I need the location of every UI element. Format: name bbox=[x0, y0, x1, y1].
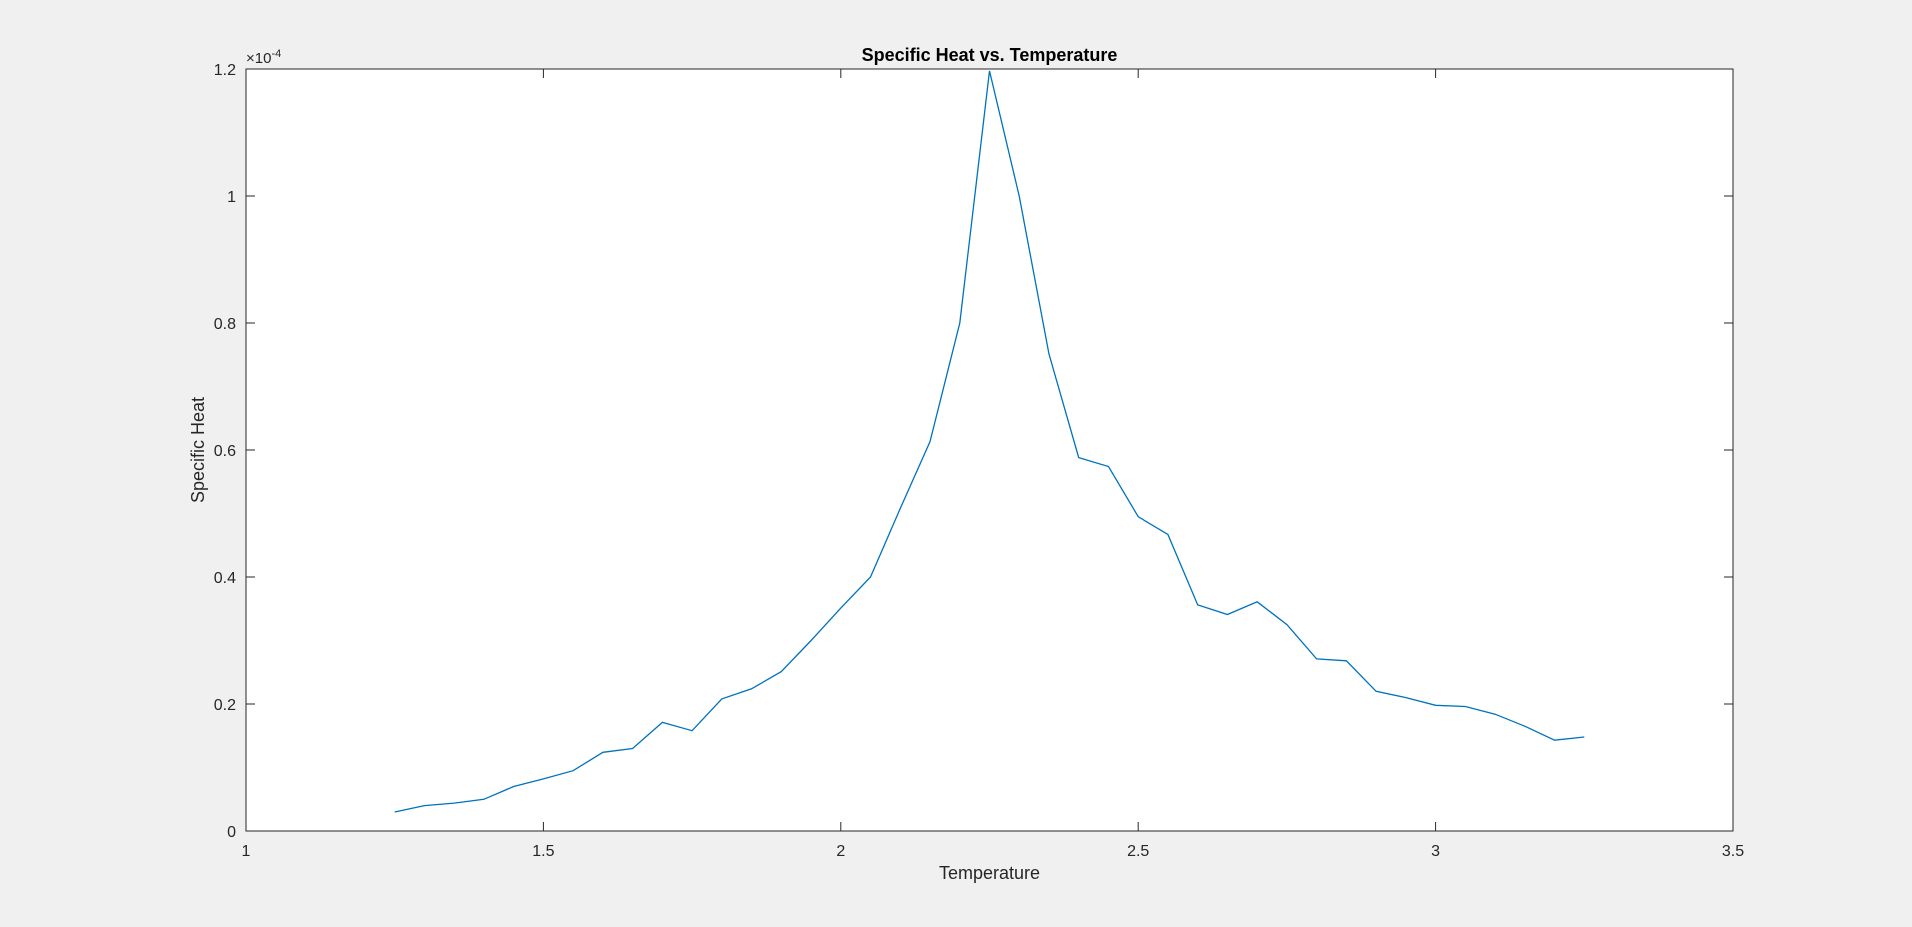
x-tick-label: 3.5 bbox=[1722, 843, 1744, 860]
y-tick-label: 0.2 bbox=[214, 697, 236, 714]
axes: 1 1.5 2 2.5 3 3.5 0 0.2 0.4 0.6 0.8 1 1.2 bbox=[214, 62, 1744, 860]
x-tick-label: 2.5 bbox=[1127, 843, 1149, 860]
x-axis-label: Temperature bbox=[939, 863, 1040, 883]
y-tick-label: 0 bbox=[227, 824, 236, 841]
plot-area bbox=[246, 69, 1733, 831]
x-tick-label: 1 bbox=[242, 843, 251, 860]
y-tick-label: 1.2 bbox=[214, 62, 236, 79]
x-tick-label: 3 bbox=[1431, 843, 1440, 860]
y-tick-label: 1 bbox=[227, 189, 236, 206]
y-tick-label: 0.6 bbox=[214, 443, 236, 460]
chart-title: Specific Heat vs. Temperature bbox=[862, 45, 1118, 65]
y-axis-exponent-base: ×10 bbox=[246, 50, 271, 67]
y-axis-exponent: ×10-4 bbox=[246, 48, 281, 67]
series-line bbox=[394, 70, 1585, 813]
x-tick-label: 2 bbox=[836, 843, 845, 860]
y-axis-exponent-power: -4 bbox=[271, 48, 281, 60]
tick-labels: 1 1.5 2 2.5 3 3.5 0 0.2 0.4 0.6 0.8 1 1.2 bbox=[214, 62, 1744, 860]
y-tick-label: 0.8 bbox=[214, 316, 236, 333]
x-tick-label: 1.5 bbox=[532, 843, 554, 860]
y-tick-label: 0.4 bbox=[214, 570, 236, 587]
axes-box bbox=[245, 68, 1734, 832]
y-axis-label: Specific Heat bbox=[188, 397, 208, 503]
